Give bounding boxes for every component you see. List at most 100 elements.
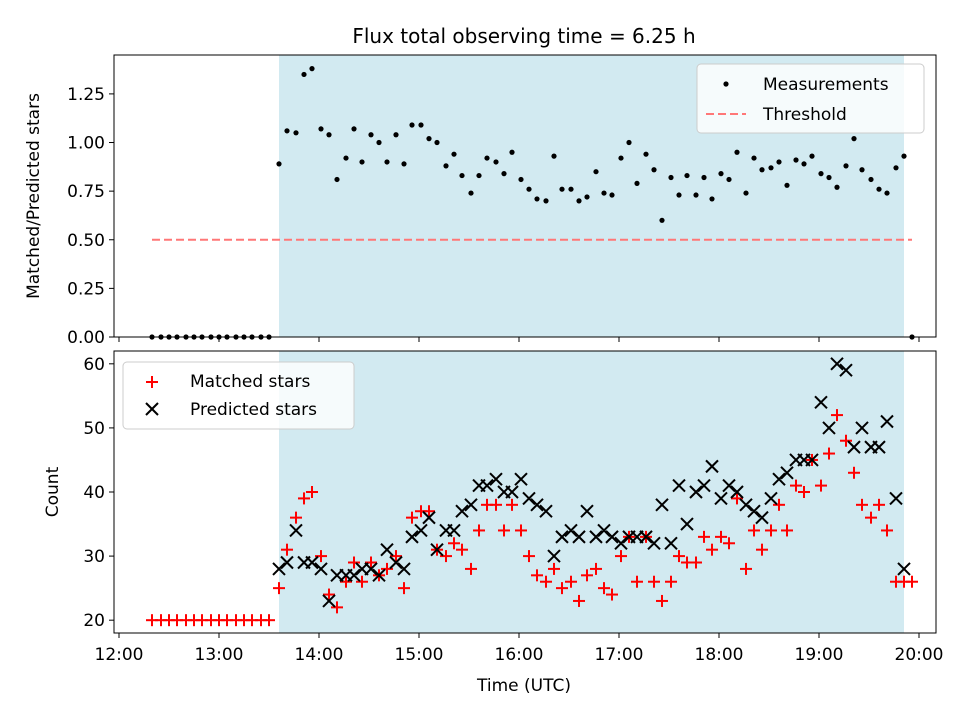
matched-star-point bbox=[648, 575, 660, 588]
predicted-star-point bbox=[764, 491, 778, 506]
bottom-x-tick-label: 19:00 bbox=[795, 645, 844, 665]
bottom-x-tick-label: 17:00 bbox=[595, 645, 644, 665]
top-y-tick-label: 0.00 bbox=[67, 328, 105, 348]
matched-star-point bbox=[331, 601, 343, 614]
matched-star-point bbox=[290, 511, 302, 524]
predicted-star-point bbox=[830, 357, 844, 371]
measurement-point bbox=[826, 174, 832, 181]
predicted-star-point bbox=[805, 453, 819, 467]
measurement-point bbox=[359, 159, 365, 165]
measurement-point bbox=[609, 192, 615, 198]
predicted-star-point bbox=[597, 523, 611, 538]
measurement-point bbox=[701, 174, 707, 181]
measurement-point bbox=[651, 167, 657, 173]
predicted-star-point bbox=[580, 504, 594, 518]
matched-star-point bbox=[773, 498, 785, 511]
measurement-point bbox=[551, 153, 557, 159]
matched-star-point bbox=[840, 434, 852, 447]
measurement-point bbox=[534, 196, 540, 202]
measurement-point bbox=[709, 196, 715, 202]
measurement-point bbox=[626, 139, 632, 146]
top-chart-title: Flux total observing time = 6.25 h bbox=[352, 24, 695, 48]
predicted-star-point bbox=[664, 536, 678, 550]
predicted-star-point bbox=[755, 510, 769, 525]
measurement-point bbox=[426, 136, 432, 142]
top-y-tick-label: 1.25 bbox=[67, 85, 105, 105]
bottom-x-tick-label: 18:00 bbox=[695, 645, 744, 665]
predicted-star-point bbox=[364, 562, 378, 576]
bottom-x-tick-label: 15:00 bbox=[395, 645, 444, 665]
predicted-star-point bbox=[572, 530, 586, 544]
measurement-point bbox=[501, 171, 507, 177]
legend-measurements-marker bbox=[723, 81, 729, 87]
measurement-point bbox=[509, 149, 515, 155]
predicted-star-point bbox=[655, 498, 669, 512]
matched-star-point bbox=[515, 524, 527, 537]
top-y-axis: 0.00 0.25 0.50 0.75 1.00 1.25 bbox=[67, 85, 114, 348]
matched-star-point bbox=[698, 530, 710, 543]
predicted-star-point bbox=[489, 472, 503, 486]
bottom-x-tick-label: 16:00 bbox=[495, 645, 544, 665]
matched-star-point bbox=[873, 498, 885, 511]
measurement-point bbox=[409, 122, 415, 128]
measurement-point bbox=[618, 155, 624, 161]
bottom-legend-box bbox=[122, 361, 355, 430]
predicted-star-point bbox=[455, 504, 469, 518]
matched-star-point bbox=[673, 550, 685, 563]
matched-star-point bbox=[573, 594, 585, 607]
bottom-y-tick-label: 20 bbox=[83, 611, 105, 631]
measurement-point bbox=[568, 186, 574, 192]
matched-star-point bbox=[715, 530, 727, 543]
predicted-star-point bbox=[322, 594, 336, 608]
measurement-point bbox=[451, 151, 457, 157]
legend-matched-marker bbox=[146, 376, 158, 388]
predicted-star-point bbox=[280, 555, 294, 570]
measurement-point bbox=[793, 157, 799, 163]
measurement-point bbox=[459, 172, 465, 179]
measurement-point bbox=[843, 163, 849, 169]
predicted-star-point bbox=[347, 568, 361, 583]
matched-star-point bbox=[665, 575, 677, 588]
matched-star-point bbox=[423, 505, 435, 518]
predicted-star-point bbox=[705, 459, 719, 474]
matched-star-point bbox=[263, 614, 275, 627]
predicted-star-point bbox=[897, 562, 911, 576]
predicted-star-point bbox=[747, 504, 761, 518]
measurement-point bbox=[684, 172, 690, 179]
measurement-point bbox=[543, 198, 549, 204]
matched-star-point bbox=[356, 575, 368, 588]
measurement-point bbox=[734, 149, 740, 155]
measurement-point bbox=[601, 190, 607, 196]
top-y-tick-label: 1.00 bbox=[67, 134, 105, 154]
measurement-point bbox=[476, 172, 482, 179]
bottom-y-tick-label: 50 bbox=[83, 419, 105, 439]
matched-star-point bbox=[631, 575, 643, 588]
matched-star-point bbox=[548, 562, 560, 575]
top-legend: Measurements Threshold bbox=[696, 63, 925, 134]
bottom-y-tick-label: 40 bbox=[83, 483, 105, 503]
top-y-tick-label: 0.50 bbox=[67, 231, 105, 251]
measurement-point bbox=[351, 126, 357, 132]
top-y-tick-label: 0.75 bbox=[67, 182, 105, 202]
measurement-point bbox=[851, 136, 857, 142]
measurement-point bbox=[893, 165, 899, 171]
bottom-marks bbox=[146, 357, 918, 627]
measurement-point bbox=[376, 139, 382, 146]
predicted-star-point bbox=[272, 562, 286, 576]
predicted-star-point bbox=[480, 478, 494, 493]
predicted-star-point bbox=[314, 562, 328, 576]
measurement-point bbox=[484, 155, 490, 161]
measurement-point bbox=[593, 169, 599, 175]
measurement-point bbox=[326, 132, 332, 138]
bottom-x-tick-label: 20:00 bbox=[895, 645, 944, 665]
matched-star-point bbox=[823, 447, 835, 460]
measurement-point bbox=[301, 71, 307, 78]
matched-star-point bbox=[740, 562, 752, 575]
top-x-ticks bbox=[118, 337, 920, 342]
predicted-star-point bbox=[855, 421, 869, 435]
predicted-star-point bbox=[430, 542, 444, 557]
top-legend-box bbox=[696, 63, 925, 134]
predicted-star-point bbox=[464, 498, 478, 512]
bottom-y-axis-label: Count bbox=[43, 466, 63, 517]
predicted-star-point bbox=[697, 478, 711, 493]
